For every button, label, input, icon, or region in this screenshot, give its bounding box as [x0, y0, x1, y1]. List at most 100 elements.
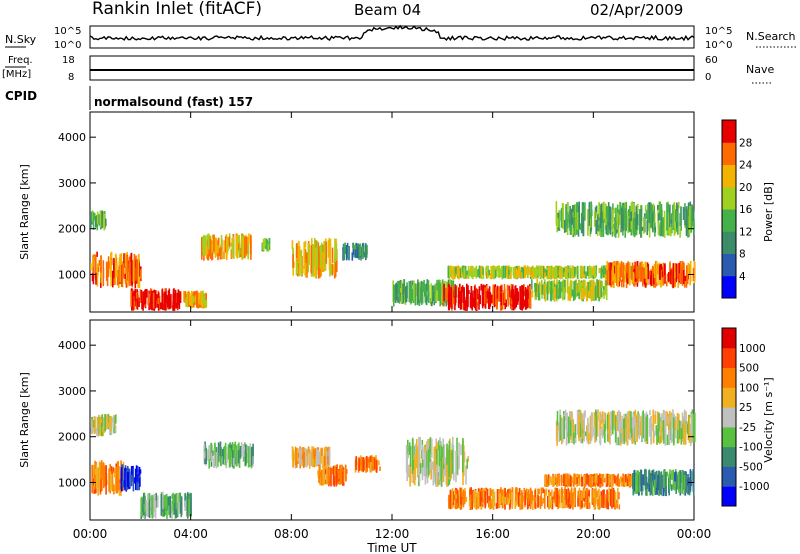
power-echo-cell	[584, 274, 586, 279]
velocity-echo-cell	[162, 491, 164, 510]
power-echo-cell	[561, 270, 564, 279]
power-echo-cell	[557, 284, 559, 289]
power-echo-region	[201, 233, 252, 261]
power-echo-cell	[215, 238, 218, 256]
power-echo-cell	[556, 284, 558, 299]
freq-unit: [MHz]	[2, 69, 31, 80]
velocity-echo-cell	[650, 475, 653, 495]
velocity-echo-cell	[111, 471, 114, 484]
power-echo-cell	[107, 256, 110, 270]
power-echo-cell	[461, 269, 464, 275]
power-echo-cell	[296, 260, 298, 274]
power-echo-cell	[541, 284, 544, 295]
velocity-echo-cell	[643, 476, 646, 486]
power-echo-cell	[99, 210, 102, 228]
power-echo-cell	[591, 209, 593, 217]
velocity-echo-cell	[443, 469, 445, 477]
velocity-colorbar-bin	[722, 446, 736, 467]
velocity-echo-cell	[658, 471, 660, 483]
power-echo-cell	[113, 257, 115, 270]
velocity-echo-cell	[500, 487, 502, 494]
power-echo-cell	[599, 225, 601, 236]
power-echo-cell	[397, 297, 400, 303]
power-echo-cell	[91, 272, 94, 282]
velocity-echo-cell	[227, 444, 230, 460]
velocity-echo-cell	[243, 456, 245, 462]
velocity-echo-cell	[574, 487, 577, 495]
velocity-echo-cell	[567, 490, 569, 498]
velocity-echo-cell	[407, 439, 409, 459]
power-echo-cell	[610, 269, 612, 280]
power-echo-cell	[102, 210, 104, 228]
power-echo-cell	[544, 290, 547, 302]
power-echo-cell	[231, 244, 234, 255]
power-echo-cell	[680, 261, 682, 284]
power-echo-cell	[621, 207, 623, 230]
velocity-echo-cell	[96, 427, 98, 435]
velocity-echo-cell	[426, 467, 429, 484]
power-echo-cell	[305, 253, 308, 263]
velocity-ylabel: Slant Range [km]	[18, 372, 31, 468]
velocity-echo-cell	[474, 490, 477, 509]
power-echo-cell	[567, 272, 570, 279]
velocity-echo-cell	[565, 422, 568, 446]
power-echo-cell	[681, 268, 683, 283]
power-echo-cell	[488, 269, 490, 276]
power-echo-cell	[494, 269, 497, 278]
power-echo-cell	[600, 280, 603, 297]
power-echo-cell	[598, 224, 600, 232]
power-echo-cell	[433, 286, 435, 302]
power-echo-cell	[525, 288, 528, 310]
power-echo-cell	[611, 219, 613, 228]
power-echo-cell	[449, 271, 452, 276]
velocity-echo-cell	[523, 495, 525, 502]
power-echo-cell	[660, 263, 663, 270]
velocity-echo-cell	[617, 473, 620, 487]
velocity-echo-cell	[568, 416, 570, 444]
power-echo-cell	[404, 286, 407, 303]
power-echo-cell	[641, 261, 644, 268]
velocity-echo-cell	[462, 438, 464, 473]
velocity-echo-cell	[583, 475, 585, 484]
velocity-echo-cell	[544, 474, 547, 485]
velocity-echo-cell	[579, 493, 582, 505]
power-echo-cell	[617, 265, 620, 288]
velocity-colorbar-bin	[722, 347, 736, 369]
power-echo-cell	[692, 206, 695, 222]
power-echo-cell	[527, 270, 529, 275]
power-echo-cell	[498, 265, 500, 278]
power-ytick-label: 1000	[58, 268, 86, 281]
velocity-echo-cell	[639, 470, 642, 486]
power-echo-cell	[616, 271, 618, 286]
velocity-echo-cell	[433, 475, 435, 483]
power-echo-cell	[109, 261, 112, 274]
power-echo-cell	[673, 263, 676, 274]
freq-tick-bottom: 8	[68, 72, 74, 83]
power-echo-cell	[526, 299, 529, 309]
velocity-echo-cell	[451, 451, 454, 474]
power-echo-region	[90, 210, 107, 231]
velocity-echo-cell	[664, 411, 667, 435]
velocity-echo-cell	[542, 488, 545, 493]
velocity-echo-cell	[558, 473, 560, 487]
power-echo-cell	[666, 208, 669, 228]
power-echo-cell	[568, 286, 570, 301]
power-echo-cell	[576, 283, 578, 291]
power-echo-cell	[351, 252, 354, 261]
velocity-echo-cell	[595, 411, 597, 438]
velocity-echo-cell	[655, 487, 657, 493]
power-colorbar-tick: 4	[739, 271, 746, 283]
power-echo-cell	[478, 286, 481, 304]
power-echo-cell	[428, 292, 430, 303]
power-y-axis: 1000 2000 3000 4000	[58, 131, 694, 281]
power-echo-region	[606, 260, 696, 289]
power-echo-cell	[507, 290, 510, 305]
power-echo-cell	[504, 265, 506, 279]
velocity-echo-cell	[556, 425, 559, 431]
velocity-echo-cell	[186, 495, 189, 516]
power-echo-cell	[505, 299, 507, 308]
velocity-echo-cell	[625, 474, 627, 483]
power-echo-cell	[92, 211, 95, 230]
power-echo-cell	[601, 281, 603, 288]
velocity-echo-cell	[135, 465, 138, 473]
